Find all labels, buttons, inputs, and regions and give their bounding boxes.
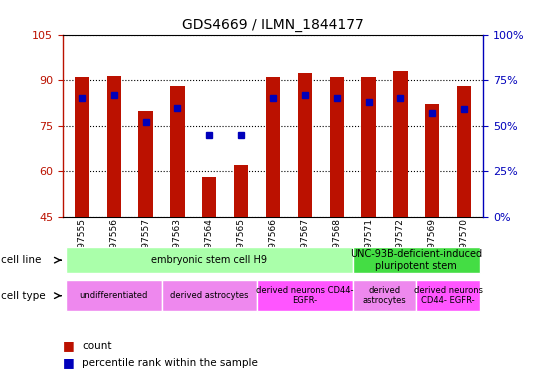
Text: embryonic stem cell H9: embryonic stem cell H9	[151, 255, 268, 265]
Title: GDS4669 / ILMN_1844177: GDS4669 / ILMN_1844177	[182, 18, 364, 32]
Bar	[425, 104, 440, 217]
Bar	[416, 280, 480, 311]
Bar	[457, 86, 471, 217]
Text: undifferentiated: undifferentiated	[80, 291, 148, 300]
Bar	[393, 71, 407, 217]
Bar	[66, 247, 353, 273]
Text: count: count	[82, 341, 111, 351]
Bar	[266, 77, 280, 217]
Text: derived neurons CD44-
EGFR-: derived neurons CD44- EGFR-	[256, 286, 354, 305]
Bar	[170, 86, 185, 217]
Bar	[162, 280, 257, 311]
Bar	[298, 73, 312, 217]
Bar	[202, 177, 216, 217]
Bar	[139, 111, 153, 217]
Bar	[66, 280, 162, 311]
Text: cell type: cell type	[1, 291, 45, 301]
Text: percentile rank within the sample: percentile rank within the sample	[82, 358, 258, 368]
Bar	[353, 247, 480, 273]
Text: ■: ■	[63, 356, 75, 369]
Text: ■: ■	[63, 339, 75, 352]
Bar	[353, 280, 416, 311]
Text: UNC-93B-deficient-induced
pluripotent stem: UNC-93B-deficient-induced pluripotent st…	[351, 249, 482, 271]
Bar	[75, 77, 89, 217]
Text: derived neurons
CD44- EGFR-: derived neurons CD44- EGFR-	[414, 286, 483, 305]
Bar	[330, 77, 344, 217]
Text: derived
astrocytes: derived astrocytes	[363, 286, 406, 305]
Bar	[106, 76, 121, 217]
Text: derived astrocytes: derived astrocytes	[170, 291, 248, 300]
Bar	[361, 77, 376, 217]
Bar	[234, 165, 248, 217]
Text: cell line: cell line	[1, 255, 41, 265]
Bar	[257, 280, 353, 311]
